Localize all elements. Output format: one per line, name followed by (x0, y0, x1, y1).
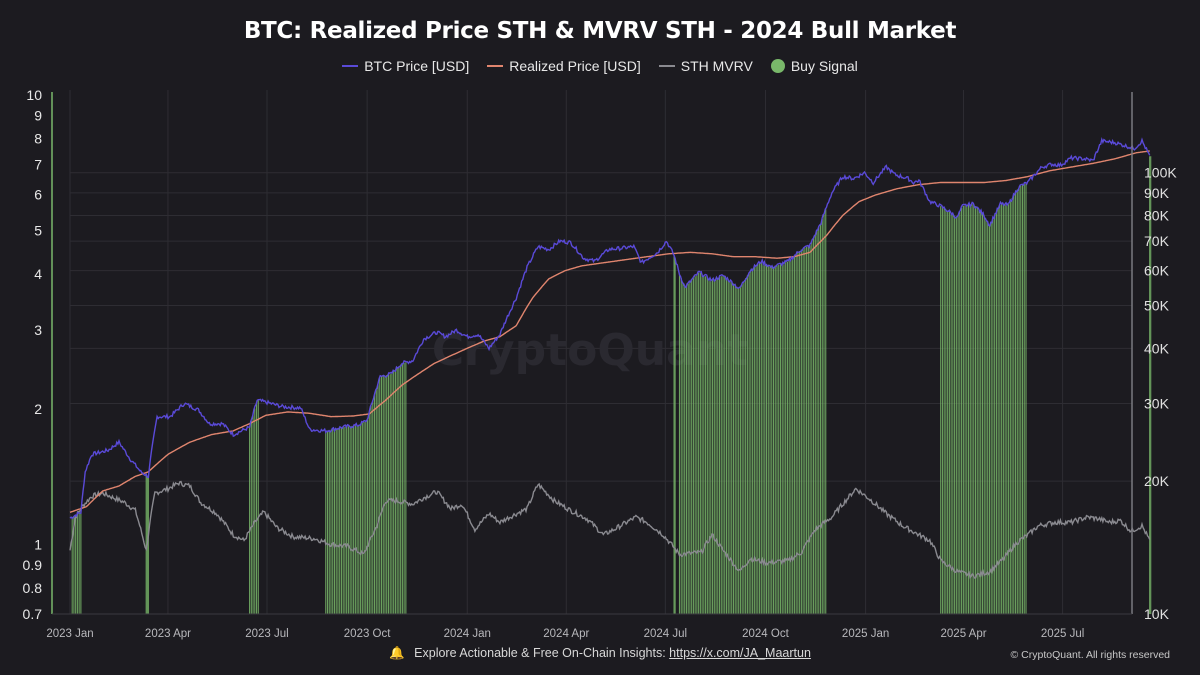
y-left-tick-label: 4 (34, 266, 42, 282)
x-tick-label: 2025 Apr (941, 628, 987, 640)
legend-swatch-mvrv (658, 65, 675, 67)
footer-text: Explore Actionable & Free On-Chain Insig… (414, 646, 666, 660)
y-left-tick-label: 5 (34, 222, 42, 238)
series-lines (69, 136, 1151, 580)
legend-item-sth-mvrv[interactable]: STH MVRV (658, 58, 753, 74)
x-tick-label: 2024 Jul (644, 628, 687, 640)
legend-swatch-realized (487, 65, 504, 67)
legend-swatch-btc (342, 65, 359, 67)
y-left-tick-label: 10 (26, 87, 42, 103)
y-left-tick-label: 8 (34, 131, 42, 147)
y-left-tick-label: 6 (34, 187, 42, 203)
y-right-tick-label: 50K (1144, 298, 1170, 314)
x-tick-label: 2023 Apr (145, 628, 191, 640)
legend-item-btc-price[interactable]: BTC Price [USD] (342, 58, 469, 74)
y-right-tick-label: 90K (1144, 185, 1170, 201)
y-right-tick-label: 70K (1144, 233, 1170, 249)
y-left-tick-label: 7 (34, 157, 42, 173)
y-left-tick-label: 0.8 (23, 580, 43, 596)
y-right-tick-label: 10K (1144, 606, 1170, 622)
buy-signal-bars (71, 156, 1152, 614)
legend-label-buy: Buy Signal (790, 58, 858, 74)
legend-item-realized-price[interactable]: Realized Price [USD] (487, 58, 641, 74)
bell-icon: 🔔 (389, 646, 405, 660)
legend: BTC Price [USD] Realized Price [USD] STH… (0, 58, 1200, 74)
footer: 🔔 Explore Actionable & Free On-Chain Ins… (0, 646, 1200, 661)
y-left-tick-label: 9 (34, 108, 42, 124)
series-sth-mvrv (69, 480, 1151, 580)
y-left-tick-label: 3 (34, 322, 42, 338)
legend-swatch-buy (770, 59, 785, 73)
series-btc-price (69, 136, 1151, 520)
axes: 2023 Jan 2023 Apr 2023 Jul 2023 Oct 2024 Jan… (23, 87, 1178, 640)
footer-link[interactable]: https://x.com/JA_Maartun (669, 646, 811, 660)
x-tick-label: 2025 Jan (842, 628, 889, 640)
x-tick-label: 2023 Jul (245, 628, 288, 640)
y-right-tick-label: 20K (1144, 473, 1170, 489)
legend-label-btc: BTC Price [USD] (364, 58, 470, 74)
y-right-tick-label: 100K (1144, 165, 1177, 181)
y-right-tick-label: 80K (1144, 207, 1170, 223)
x-tick-label: 2024 Apr (543, 628, 589, 640)
y-left-tick-label: 0.9 (23, 557, 43, 573)
legend-item-buy-signal[interactable]: Buy Signal (770, 58, 858, 74)
x-tick-label: 2024 Jan (444, 628, 491, 640)
y-right-tick-label: 30K (1144, 395, 1170, 411)
y-right-tick-label: 60K (1144, 263, 1170, 279)
y-left-tick-label: 0.7 (23, 606, 43, 622)
chart-title: BTC: Realized Price STH & MVRV STH - 202… (243, 18, 957, 44)
y-left-tick-label: 1 (34, 536, 42, 552)
x-tick-label: 2024 Oct (742, 628, 789, 640)
y-left-tick-label: 2 (34, 401, 42, 417)
legend-label-mvrv: STH MVRV (680, 58, 753, 74)
x-tick-label: 2023 Jan (46, 628, 93, 640)
copyright: © CryptoQuant. All rights reserved (1010, 649, 1170, 661)
x-tick-label: 2023 Oct (344, 628, 391, 640)
legend-label-realized: Realized Price [USD] (509, 58, 641, 74)
x-tick-label: 2025 Jul (1041, 628, 1084, 640)
y-right-tick-label: 40K (1144, 340, 1170, 356)
